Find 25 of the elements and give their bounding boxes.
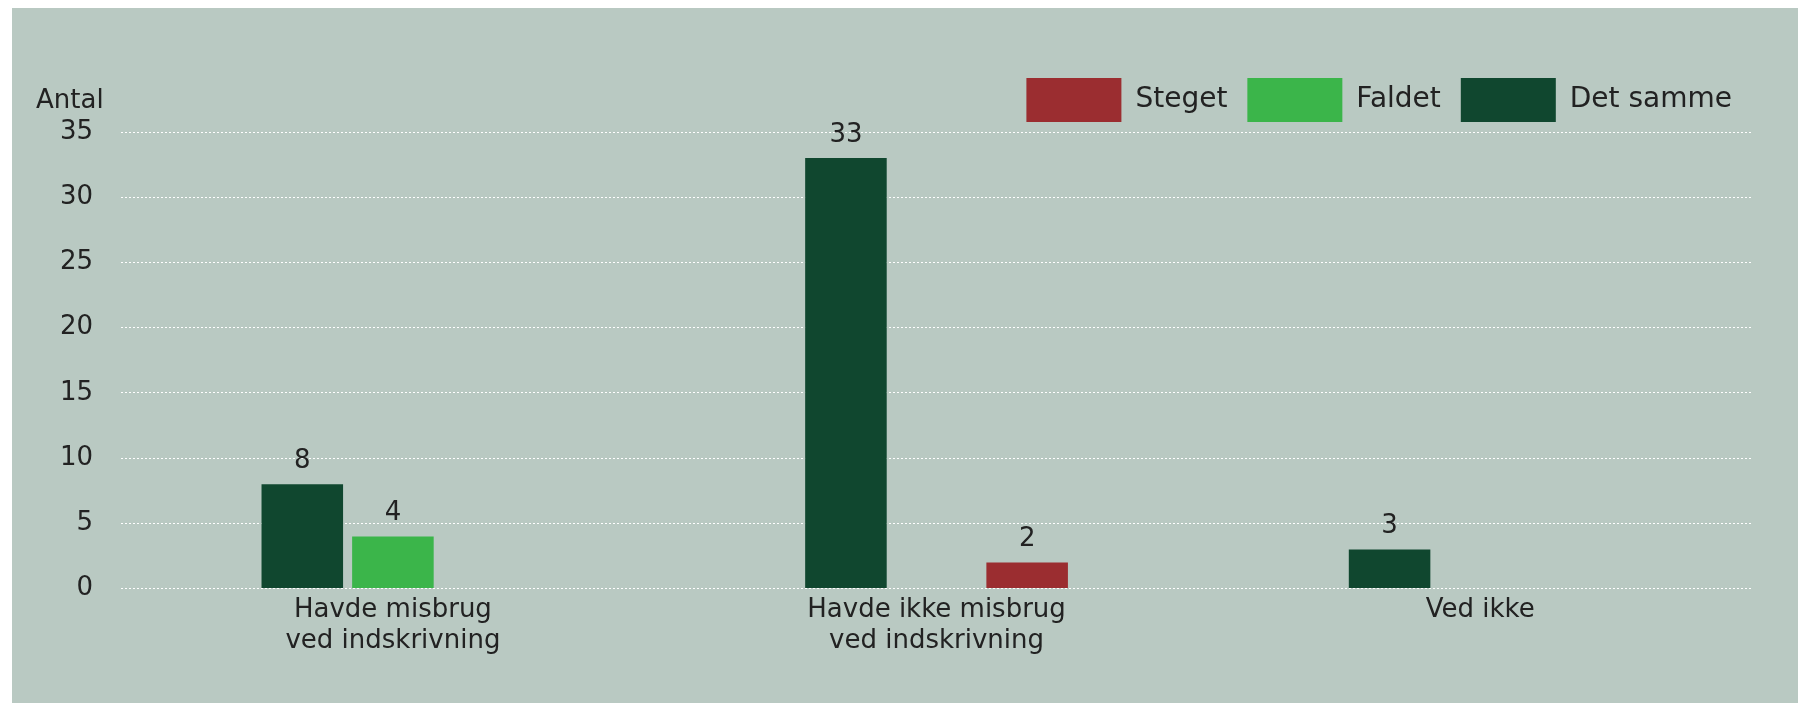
legend-label: Steget: [1135, 81, 1228, 115]
y-tick-label: 5: [76, 506, 94, 537]
y-tick-label: 10: [59, 440, 94, 471]
x-tick-label: Ved ikke: [1425, 592, 1535, 623]
data-label: 4: [384, 496, 402, 527]
y-tick-label: 20: [59, 310, 94, 341]
y-tick-label: 0: [76, 571, 94, 602]
data-label: 33: [829, 117, 863, 148]
data-label: 8: [294, 443, 311, 474]
bar: [261, 484, 344, 589]
y-tick-label: 25: [59, 245, 94, 276]
data-label: 3: [1381, 509, 1398, 540]
x-tick-label: Havde misbrug ved indskrivning: [285, 592, 501, 655]
legend-label: Faldet: [1356, 81, 1441, 115]
bar: [1348, 549, 1431, 589]
y-tick-label: 15: [59, 375, 94, 406]
y-tick-label: 30: [59, 179, 94, 210]
data-label: 2: [1018, 522, 1036, 553]
y-axis-title: Antal: [36, 83, 104, 114]
legend-label: Det samme: [1569, 81, 1733, 115]
bar: [986, 562, 1068, 589]
bar: [352, 536, 434, 589]
x-tick-label: Havde ikke misbrug ved indskrivning: [807, 592, 1066, 655]
y-tick-label: 35: [59, 114, 94, 145]
bar: [805, 158, 887, 589]
